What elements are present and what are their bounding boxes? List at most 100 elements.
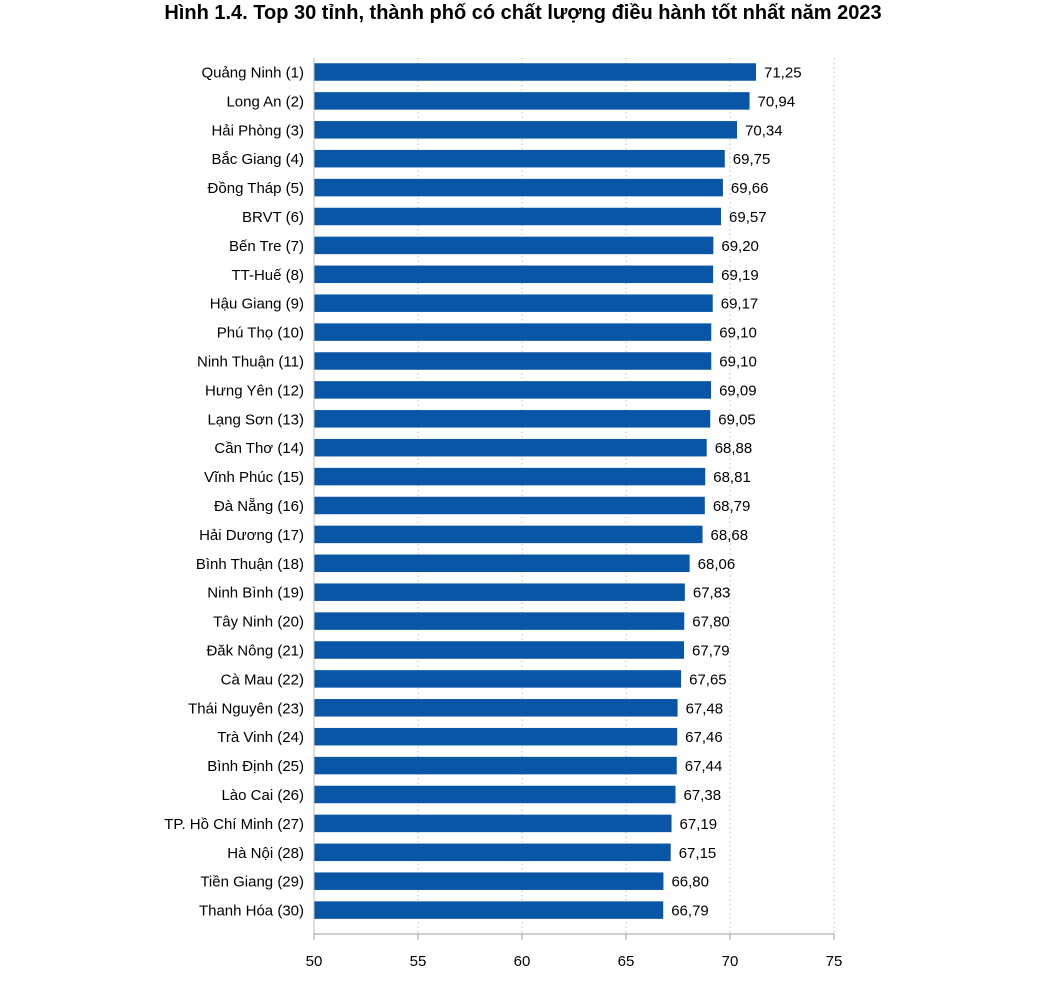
category-label: BRVT (6) [242, 209, 304, 226]
category-label: Lào Cai (26) [221, 787, 304, 804]
category-label: Long An (2) [226, 93, 304, 110]
category-label: TP. Hồ Chí Minh (27) [164, 816, 304, 833]
x-tick-label: 75 [826, 953, 843, 970]
category-label: Trà Vinh (24) [217, 729, 304, 746]
value-label: 67,44 [685, 758, 723, 775]
value-label: 69,75 [733, 151, 771, 168]
category-label: Hải Dương (17) [199, 527, 304, 544]
bar [314, 121, 738, 139]
bar [314, 265, 714, 284]
x-axis: 50 55 60 65 70 75 [306, 58, 843, 970]
value-labels: 71,25 70,94 70,34 69,75 69,66 69,57 69,20 69,19… [671, 65, 801, 920]
bar [314, 207, 722, 226]
bar [314, 149, 725, 168]
bar [314, 843, 671, 862]
bar [314, 63, 756, 81]
bar [314, 438, 707, 457]
bar [314, 381, 712, 399]
bar [314, 814, 672, 833]
value-label: 67,46 [685, 729, 723, 746]
value-label: 68,79 [713, 498, 751, 515]
category-label: Cần Thơ (14) [214, 440, 304, 457]
value-label: 68,68 [711, 527, 749, 544]
bar [314, 525, 703, 544]
value-label: 69,20 [721, 238, 759, 255]
bar [314, 699, 678, 717]
category-label: Bến Tre (7) [229, 238, 304, 255]
value-label: 67,83 [693, 585, 731, 602]
category-label: Ninh Thuận (11) [197, 354, 304, 371]
category-label: Hưng Yên (12) [205, 382, 304, 399]
category-label: Hà Nội (28) [227, 845, 304, 862]
category-label: Thanh Hóa (30) [199, 903, 304, 920]
category-label: Quảng Ninh (1) [201, 65, 304, 82]
category-label: Đà Nẵng (16) [214, 498, 304, 515]
bar [314, 467, 706, 486]
category-label: Đăk Nông (21) [206, 643, 304, 660]
chart-title: Hình 1.4. Top 30 tỉnh, thành phố có chất… [164, 2, 882, 24]
bar [314, 178, 723, 197]
bars [314, 63, 756, 919]
bar [314, 727, 678, 746]
category-label: Phú Thọ (10) [217, 325, 304, 342]
category-label: Tiền Giang (29) [200, 874, 304, 891]
category-label: Thái Nguyên (23) [188, 700, 304, 717]
value-label: 69,10 [719, 325, 757, 342]
value-label: 67,79 [692, 643, 730, 660]
bar [314, 323, 712, 341]
x-tick-label: 55 [410, 953, 427, 970]
bar [314, 670, 682, 688]
value-label: 67,19 [680, 816, 718, 833]
value-label: 70,94 [758, 93, 796, 110]
bar [314, 785, 676, 804]
category-label: Ninh Bình (19) [207, 585, 304, 602]
x-tick-label: 60 [514, 953, 531, 970]
category-label: Tây Ninh (20) [213, 614, 304, 631]
value-label: 67,80 [692, 614, 730, 631]
value-label: 68,81 [713, 469, 751, 486]
bar [314, 294, 713, 312]
bar [314, 756, 677, 775]
bar [314, 496, 705, 515]
category-label: Đồng Tháp (5) [208, 180, 304, 197]
category-label: Hậu Giang (9) [210, 296, 304, 313]
category-label: Lạng Sơn (13) [207, 411, 304, 428]
category-label: Bình Định (25) [207, 758, 304, 775]
value-label: 69,10 [719, 354, 757, 371]
category-label: Hải Phòng (3) [211, 122, 304, 139]
value-label: 67,65 [689, 671, 727, 688]
bar [314, 92, 750, 110]
x-tick-label: 65 [618, 953, 635, 970]
category-label: Vĩnh Phúc (15) [204, 469, 304, 486]
value-label: 68,88 [715, 440, 753, 457]
value-label: 67,38 [684, 787, 722, 804]
category-label: Cà Mau (22) [221, 671, 304, 688]
bar [314, 583, 685, 601]
category-labels: Quảng Ninh (1) Long An (2) Hải Phòng (3) Bắ… [164, 65, 304, 920]
value-label: 67,48 [686, 700, 724, 717]
value-label: 69,19 [721, 267, 759, 284]
value-label: 69,05 [718, 411, 756, 428]
bar [314, 410, 711, 428]
bar [314, 352, 712, 370]
value-label: 66,80 [671, 874, 709, 891]
bar [314, 612, 685, 630]
category-label: Bình Thuận (18) [196, 556, 304, 573]
x-tick-label: 70 [722, 953, 739, 970]
value-label: 69,09 [719, 382, 757, 399]
value-label: 68,06 [698, 556, 736, 573]
x-tick-label: 50 [306, 953, 323, 970]
bar [314, 872, 664, 890]
bar [314, 901, 664, 919]
value-label: 69,57 [729, 209, 767, 226]
value-label: 69,66 [731, 180, 769, 197]
bar [314, 641, 685, 659]
value-label: 70,34 [745, 122, 783, 139]
value-label: 71,25 [764, 65, 802, 82]
bar [314, 554, 690, 573]
category-label: Bắc Giang (4) [211, 151, 304, 168]
category-label: TT-Huế (8) [231, 267, 304, 284]
value-label: 69,17 [721, 296, 759, 313]
bar [314, 236, 714, 255]
